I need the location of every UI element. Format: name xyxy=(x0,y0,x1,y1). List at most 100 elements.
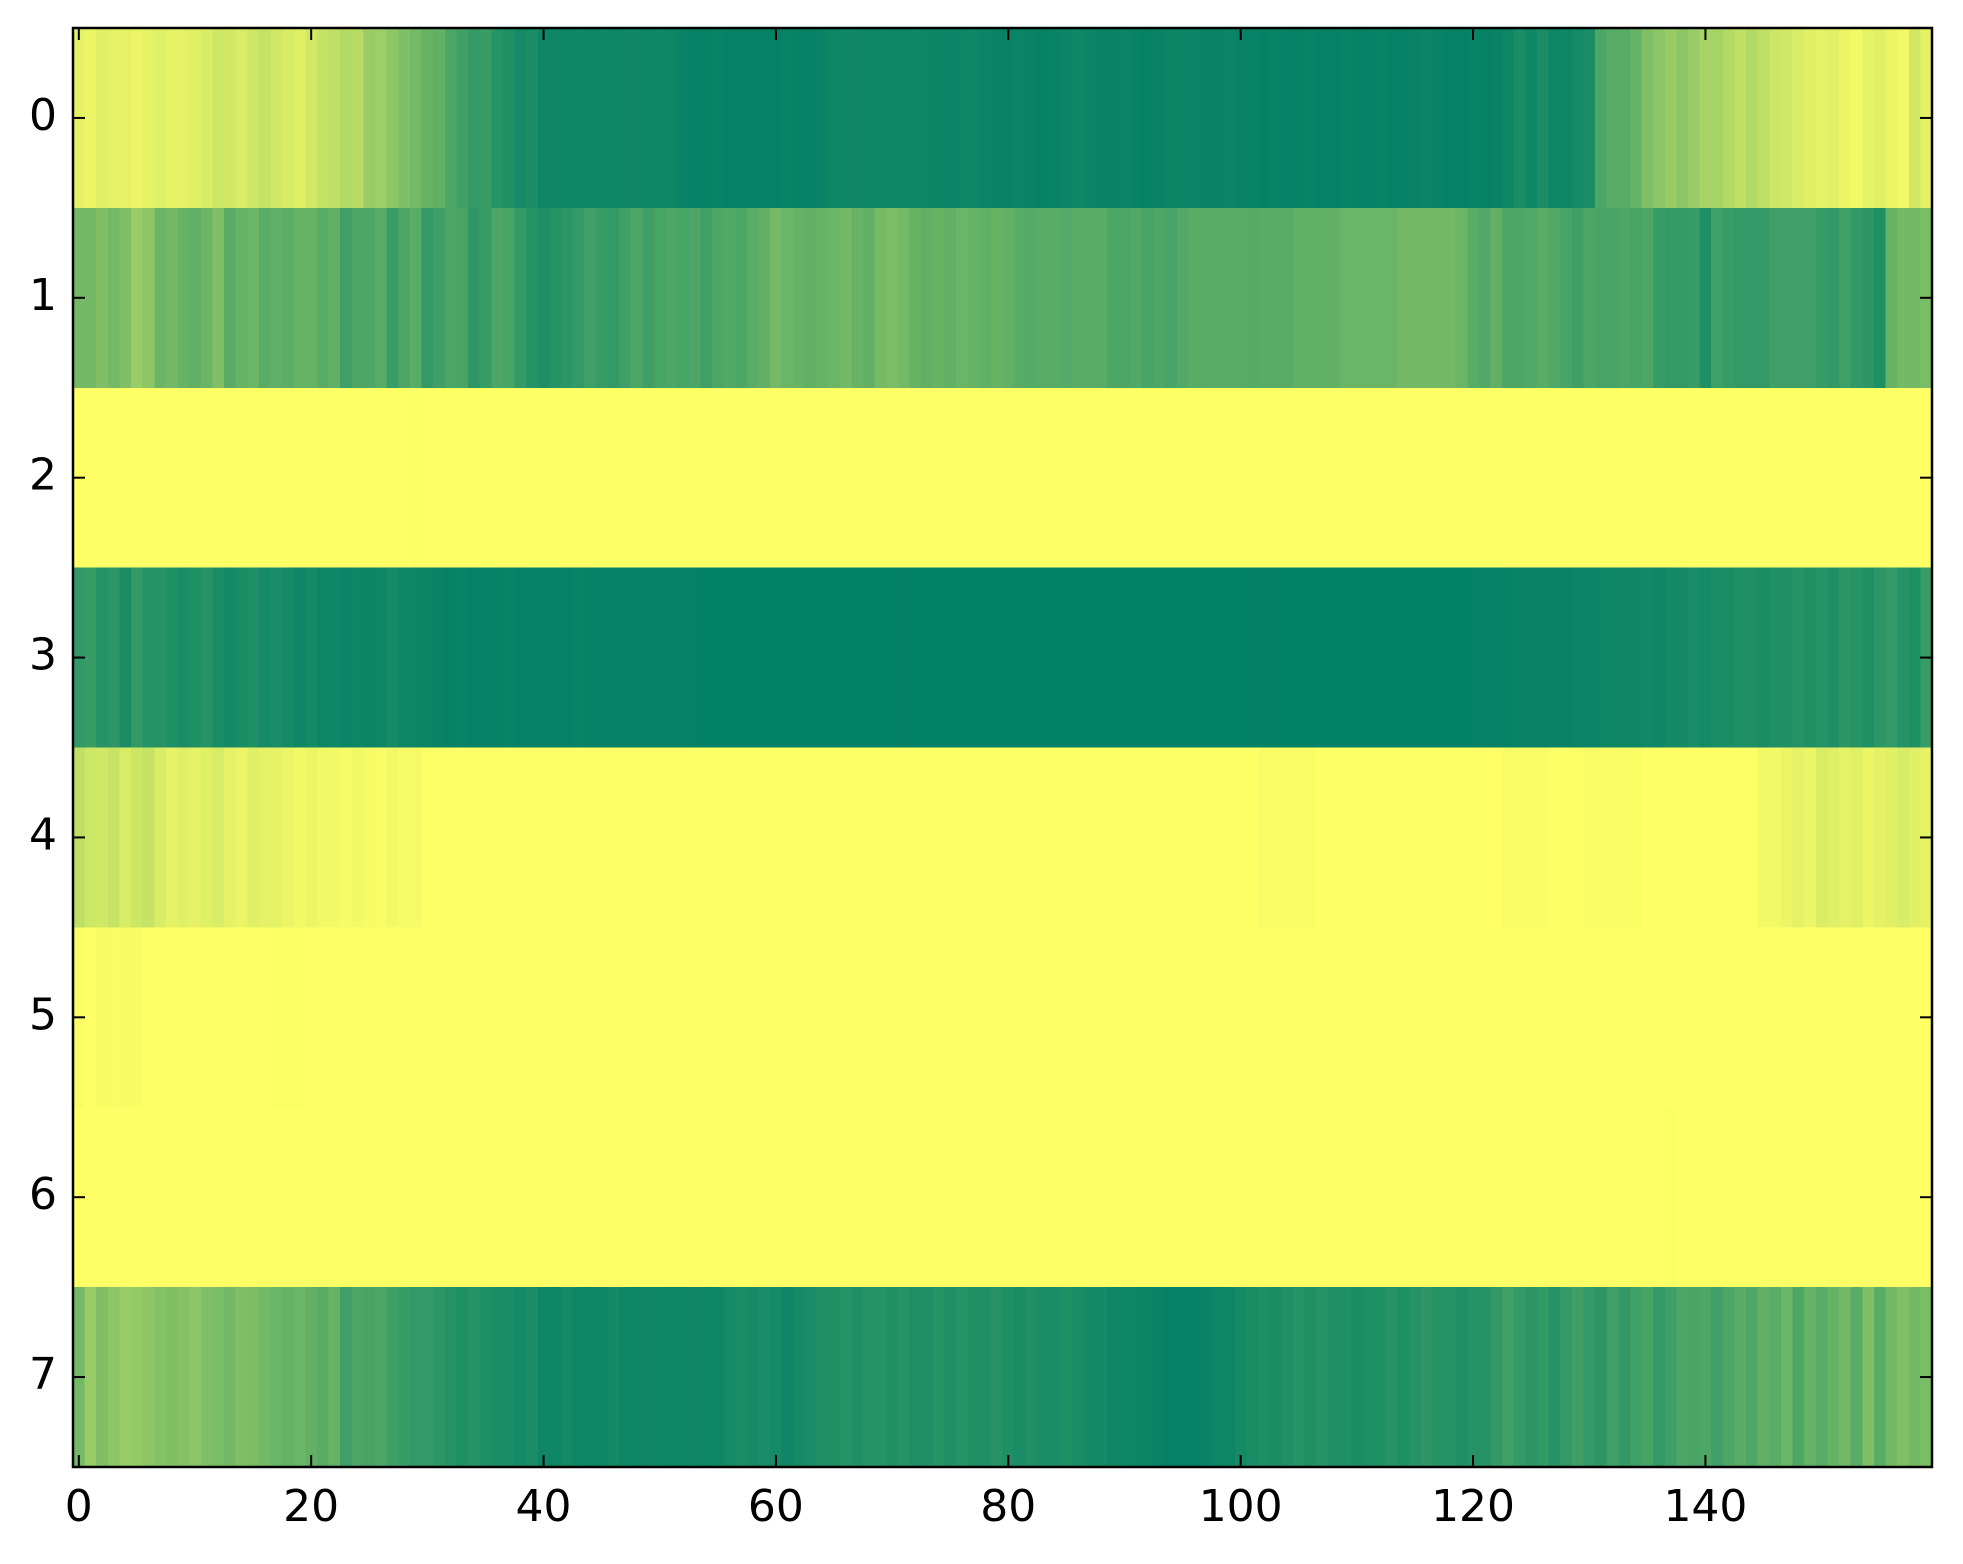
heatmap-cell xyxy=(595,28,609,209)
heatmap-cell xyxy=(409,1287,423,1468)
heatmap-cell xyxy=(1362,1287,1375,1468)
heatmap-cell xyxy=(1618,28,1631,209)
heatmap-cell xyxy=(282,387,295,569)
heatmap-cell xyxy=(851,207,864,389)
heatmap-cell xyxy=(1827,1287,1840,1468)
heatmap-cell xyxy=(1025,387,1038,569)
heatmap-cell xyxy=(793,567,806,749)
heatmap-cell xyxy=(1130,207,1143,389)
heatmap-cell xyxy=(1223,567,1236,749)
heatmap-cell xyxy=(688,387,702,569)
heatmap-cell xyxy=(1130,567,1143,749)
heatmap-cell xyxy=(1490,747,1503,928)
heatmap-cell xyxy=(1873,1287,1887,1468)
heatmap-cell xyxy=(119,28,132,209)
heatmap-cell xyxy=(1711,28,1724,209)
heatmap-cell xyxy=(433,927,446,1108)
heatmap-cell xyxy=(909,1107,922,1288)
heatmap-cell xyxy=(1699,1287,1712,1468)
heatmap-cell xyxy=(1653,747,1666,928)
heatmap-cell xyxy=(804,1287,818,1468)
heatmap-cell xyxy=(1269,207,1282,389)
heatmap-cell xyxy=(177,1287,190,1468)
heatmap-cell xyxy=(932,1287,946,1468)
heatmap-cell xyxy=(142,387,155,569)
heatmap-cell xyxy=(909,207,922,389)
heatmap-cell xyxy=(700,1287,713,1468)
heatmap-cell xyxy=(282,1287,295,1468)
heatmap-cell xyxy=(1722,567,1736,749)
heatmap-cell xyxy=(177,1107,190,1288)
heatmap-cell xyxy=(1734,28,1747,209)
heatmap-cell xyxy=(619,1107,632,1288)
y-tick-label: 2 xyxy=(29,450,57,501)
heatmap-cell xyxy=(84,28,97,209)
heatmap-cell xyxy=(1525,927,1538,1108)
heatmap-cell xyxy=(1351,387,1364,569)
heatmap-cell xyxy=(630,387,643,569)
heatmap-cell xyxy=(1641,927,1654,1108)
heatmap-cell xyxy=(723,747,736,928)
heatmap-cell xyxy=(1897,747,1910,928)
heatmap-cell xyxy=(1397,747,1410,928)
heatmap-cell xyxy=(1722,207,1736,389)
heatmap-cell xyxy=(375,927,388,1108)
heatmap-cell xyxy=(1200,747,1213,928)
heatmap-cell xyxy=(1327,747,1341,928)
heatmap-cell xyxy=(746,207,760,389)
heatmap-cell xyxy=(874,28,887,209)
heatmap-cell xyxy=(770,207,783,389)
y-tick-label: 7 xyxy=(29,1349,57,1400)
heatmap-cell xyxy=(816,1287,829,1468)
heatmap-cell xyxy=(804,567,818,749)
heatmap-cell xyxy=(1153,747,1166,928)
heatmap-cell xyxy=(921,747,934,928)
heatmap-cell xyxy=(1420,747,1433,928)
heatmap-cell xyxy=(665,927,678,1108)
heatmap-cell xyxy=(1780,567,1794,749)
heatmap-cell xyxy=(1629,387,1643,569)
heatmap-cell xyxy=(979,387,992,569)
heatmap-cell xyxy=(479,1107,492,1288)
heatmap-cell xyxy=(642,1287,655,1468)
heatmap-cell xyxy=(677,28,690,209)
heatmap-cell xyxy=(1385,927,1399,1108)
heatmap-cell xyxy=(502,567,516,749)
heatmap-cell xyxy=(444,1107,458,1288)
heatmap-cell xyxy=(874,207,887,389)
heatmap-cell xyxy=(1014,1107,1027,1288)
heatmap-cell xyxy=(746,387,760,569)
heatmap-cell xyxy=(909,1287,922,1468)
heatmap-cell xyxy=(851,387,864,569)
heatmap-cell xyxy=(967,387,980,569)
heatmap-cell xyxy=(1316,28,1329,209)
heatmap-cell xyxy=(468,28,481,209)
heatmap-cell xyxy=(1385,387,1399,569)
heatmap-cell xyxy=(1804,387,1817,569)
heatmap-cell xyxy=(1839,207,1852,389)
heatmap-cell xyxy=(804,28,818,209)
heatmap-cell xyxy=(235,28,248,209)
heatmap-cell xyxy=(1548,927,1561,1108)
heatmap-cell xyxy=(723,1287,736,1468)
heatmap-cell xyxy=(224,387,237,569)
heatmap-cell xyxy=(921,1287,934,1468)
heatmap-cell xyxy=(886,28,899,209)
heatmap-cell xyxy=(398,1287,411,1468)
heatmap-cell xyxy=(630,567,643,749)
heatmap-cell xyxy=(572,1287,585,1468)
heatmap-cell xyxy=(967,567,980,749)
heatmap-cell xyxy=(1839,567,1852,749)
heatmap-cell xyxy=(1908,387,1921,569)
heatmap-cell xyxy=(1258,927,1271,1108)
heatmap-cell xyxy=(107,207,121,389)
heatmap-cell xyxy=(1595,1287,1608,1468)
x-tick-label: 100 xyxy=(1199,1481,1283,1532)
heatmap-cell xyxy=(677,927,690,1108)
heatmap-cell xyxy=(1432,1287,1445,1468)
heatmap-cell xyxy=(1618,387,1631,569)
heatmap-cell xyxy=(421,1107,434,1288)
heatmap-cell xyxy=(967,927,980,1108)
heatmap-cell xyxy=(1176,1107,1189,1288)
heatmap-cell xyxy=(84,927,97,1108)
